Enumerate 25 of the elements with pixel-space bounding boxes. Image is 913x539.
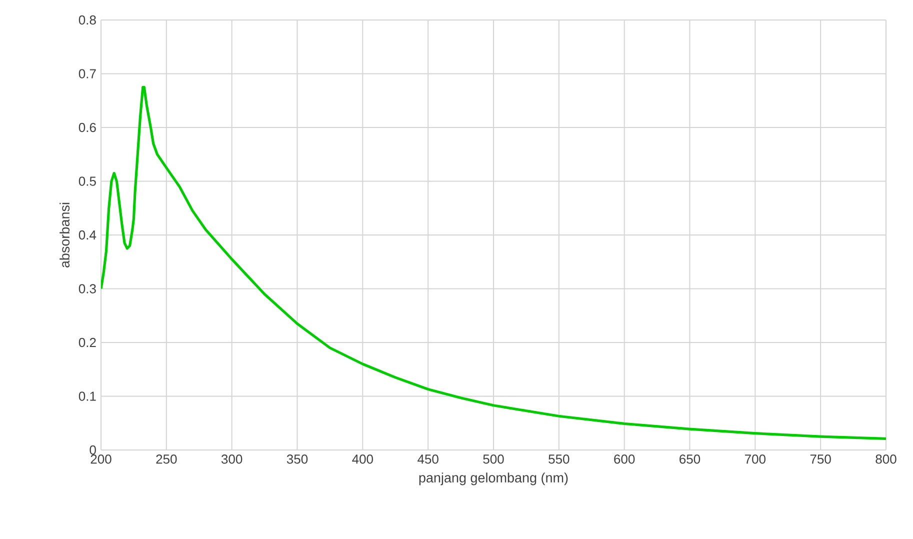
x-tick-label: 400 <box>352 454 374 464</box>
y-tick-label: 0.6 <box>78 122 96 132</box>
x-tick-label: 500 <box>483 454 504 464</box>
x-tick-label: 300 <box>221 454 242 464</box>
x-tick-label: 700 <box>744 454 766 464</box>
x-tick-label: 350 <box>286 454 308 464</box>
y-tick-label: 0.5 <box>78 176 96 186</box>
y-tick-label: 0 <box>90 445 96 455</box>
y-tick-label: 0.2 <box>78 338 96 348</box>
x-tick-label: 750 <box>810 454 831 464</box>
x-tick-label: 450 <box>418 454 438 464</box>
x-tick-label: 200 <box>90 454 112 464</box>
y-tick-label: 0.4 <box>78 230 96 240</box>
x-tick-label: 250 <box>156 454 177 464</box>
y-tick-label: 0.1 <box>78 392 96 401</box>
x-tick-label: 800 <box>876 454 896 464</box>
x-axis-title: panjang gelombang (nm) <box>419 472 568 486</box>
line-series <box>101 86 886 440</box>
y-axis-title: absorbansi <box>60 202 70 268</box>
x-tick-label: 550 <box>548 454 570 464</box>
y-tick-label: 0.3 <box>78 284 96 294</box>
y-tick-label: 0.7 <box>78 69 96 78</box>
y-tick-label: 0.8 <box>78 15 96 25</box>
x-tick-label: 600 <box>614 454 635 464</box>
x-tick-label: 650 <box>680 454 700 464</box>
